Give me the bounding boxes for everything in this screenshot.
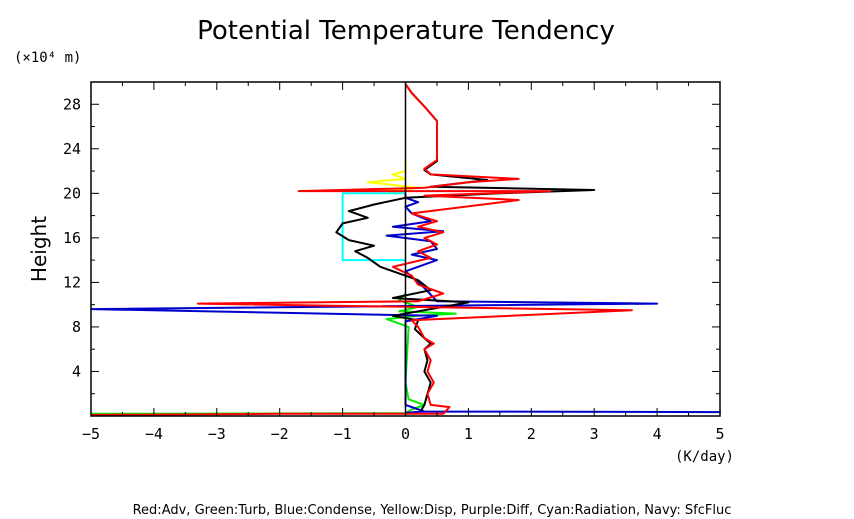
y-tick-label: 28 [63, 95, 81, 113]
y-tick-label: 16 [63, 229, 81, 247]
chart-title: Potential Temperature Tendency [197, 16, 615, 46]
y-tick-label: 4 [72, 362, 81, 380]
series-line-4 [335, 83, 596, 411]
series-line-0 [90, 292, 457, 415]
x-tick-label: 5 [715, 425, 724, 443]
x-tick-label: −3 [208, 425, 226, 443]
y-unit-label: (×10⁴ m) [14, 50, 81, 66]
x-tick-label: −5 [82, 425, 100, 443]
x-tick-label: −1 [334, 425, 352, 443]
x-tick-label: 0 [401, 425, 410, 443]
x-tick-label: 3 [590, 425, 599, 443]
x-tick-label: −4 [145, 425, 163, 443]
y-tick-label: 12 [63, 273, 81, 291]
x-tick-label: 1 [464, 425, 473, 443]
x-tick-label: 4 [653, 425, 662, 443]
y-tick-label: 8 [72, 318, 81, 336]
y-tick-label: 20 [63, 184, 81, 202]
x-unit-label: (K/day) [675, 449, 734, 465]
series-line-5 [90, 83, 633, 416]
y-axis-label: Height [27, 216, 51, 282]
series-line-2 [341, 192, 406, 262]
x-tick-label: 2 [527, 425, 536, 443]
legend-note: Red:Adv, Green:Turb, Blue:Condense, Yell… [133, 503, 732, 518]
x-tick-label: −2 [271, 425, 289, 443]
y-tick-label: 24 [63, 140, 81, 158]
